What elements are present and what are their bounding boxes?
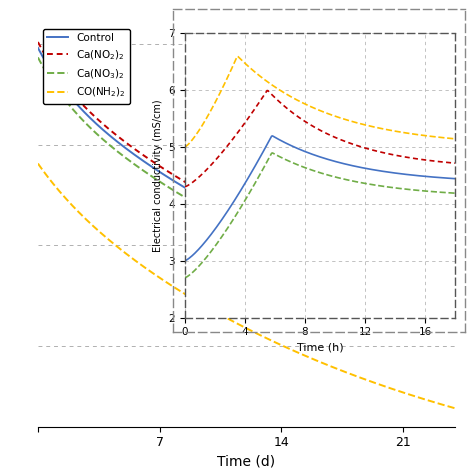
Y-axis label: Electrical conductivity (mS/cm): Electrical conductivity (mS/cm) [153, 99, 163, 252]
Legend: Control, Ca(NO$_2$)$_2$, Ca(NO$_3$)$_2$, CO(NH$_2$)$_2$: Control, Ca(NO$_2$)$_2$, Ca(NO$_3$)$_2$,… [43, 29, 130, 104]
X-axis label: Time (d): Time (d) [218, 455, 275, 469]
X-axis label: Time (h): Time (h) [297, 343, 343, 353]
